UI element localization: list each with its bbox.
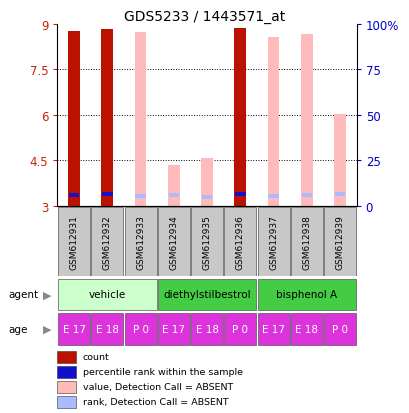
Bar (91, 313, 123, 345)
Text: GSM612935: GSM612935 (202, 214, 211, 269)
Text: GSM612931: GSM612931 (70, 214, 79, 269)
Text: GSM612936: GSM612936 (235, 214, 244, 269)
Bar (234, 193, 245, 197)
Bar (300, 34, 312, 206)
Text: rank, Detection Call = ABSENT: rank, Detection Call = ABSENT (83, 397, 228, 406)
Bar (157, 313, 189, 345)
Text: GSM612933: GSM612933 (136, 214, 145, 269)
Bar (58, 207, 90, 276)
Bar (191, 313, 222, 345)
Bar (267, 38, 279, 206)
Text: ▶: ▶ (43, 290, 51, 299)
Bar (135, 195, 146, 199)
Text: bisphenol A: bisphenol A (276, 290, 337, 300)
Text: E 17: E 17 (63, 324, 85, 334)
Bar (124, 207, 156, 276)
Bar (135, 33, 146, 206)
Bar (124, 313, 156, 345)
Bar (257, 207, 289, 276)
Bar (56, 381, 76, 393)
Bar (56, 351, 76, 363)
Bar (191, 207, 222, 276)
Bar (157, 279, 256, 311)
Text: percentile rank within the sample: percentile rank within the sample (83, 367, 242, 376)
Text: ▶: ▶ (43, 324, 51, 334)
Bar (201, 159, 212, 206)
Bar (301, 194, 311, 198)
Bar (58, 279, 156, 311)
Bar (290, 207, 322, 276)
Bar (201, 195, 212, 199)
Bar (101, 30, 113, 206)
Text: GSM612937: GSM612937 (268, 214, 277, 269)
Bar (69, 193, 79, 197)
Bar (56, 396, 76, 408)
Text: age: age (8, 324, 27, 334)
Bar (102, 193, 112, 197)
Text: E 17: E 17 (162, 324, 185, 334)
Text: GDS5233 / 1443571_at: GDS5233 / 1443571_at (124, 10, 285, 24)
Text: P 0: P 0 (331, 324, 347, 334)
Bar (290, 313, 322, 345)
Text: value, Detection Call = ABSENT: value, Detection Call = ABSENT (83, 382, 233, 391)
Text: diethylstilbestrol: diethylstilbestrol (163, 290, 250, 300)
Bar (56, 366, 76, 378)
Bar (234, 29, 245, 206)
Text: agent: agent (8, 290, 38, 299)
Text: P 0: P 0 (232, 324, 248, 334)
Bar (168, 194, 179, 198)
Text: E 17: E 17 (261, 324, 284, 334)
Bar (224, 207, 256, 276)
Text: count: count (83, 352, 109, 361)
Text: vehicle: vehicle (88, 290, 126, 300)
Bar (224, 313, 256, 345)
Bar (257, 313, 289, 345)
Bar (334, 193, 344, 197)
Bar (324, 313, 355, 345)
Bar (91, 207, 123, 276)
Text: E 18: E 18 (96, 324, 119, 334)
Bar (68, 32, 80, 206)
Bar (333, 115, 345, 206)
Bar (257, 279, 355, 311)
Bar (168, 166, 179, 206)
Bar (267, 195, 278, 199)
Text: P 0: P 0 (132, 324, 148, 334)
Text: GSM612939: GSM612939 (335, 214, 344, 269)
Text: GSM612934: GSM612934 (169, 214, 178, 269)
Bar (324, 207, 355, 276)
Bar (157, 207, 189, 276)
Text: GSM612932: GSM612932 (103, 214, 112, 269)
Text: E 18: E 18 (294, 324, 317, 334)
Bar (58, 313, 90, 345)
Text: E 18: E 18 (195, 324, 218, 334)
Text: GSM612938: GSM612938 (301, 214, 310, 269)
